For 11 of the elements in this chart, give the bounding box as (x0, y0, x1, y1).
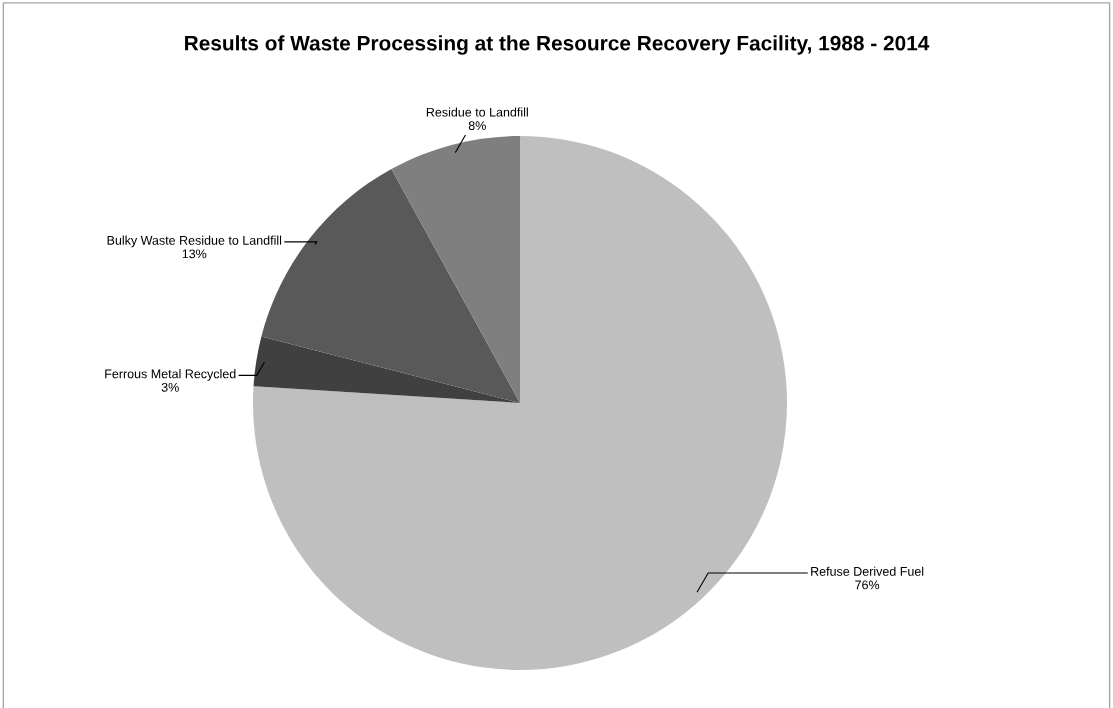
slice-label: Bulky Waste Residue to Landfill (107, 235, 282, 248)
slice-label: Residue to Landfill (426, 107, 528, 117)
data-label: 76% (855, 580, 880, 590)
data-label: 3% (161, 382, 179, 392)
pie-slice (391, 136, 520, 403)
data-label: 13% (182, 249, 207, 259)
pie-slice (253, 336, 520, 403)
slice-label: Ferrous Metal Recycled (105, 369, 236, 381)
chart-title: Results of Waste Processing at the Resource Recovery Facility, 1988 - 2014 (185, 35, 930, 55)
slice-label: Refuse Derived Fuel (811, 566, 924, 576)
data-label: 8% (468, 121, 486, 131)
